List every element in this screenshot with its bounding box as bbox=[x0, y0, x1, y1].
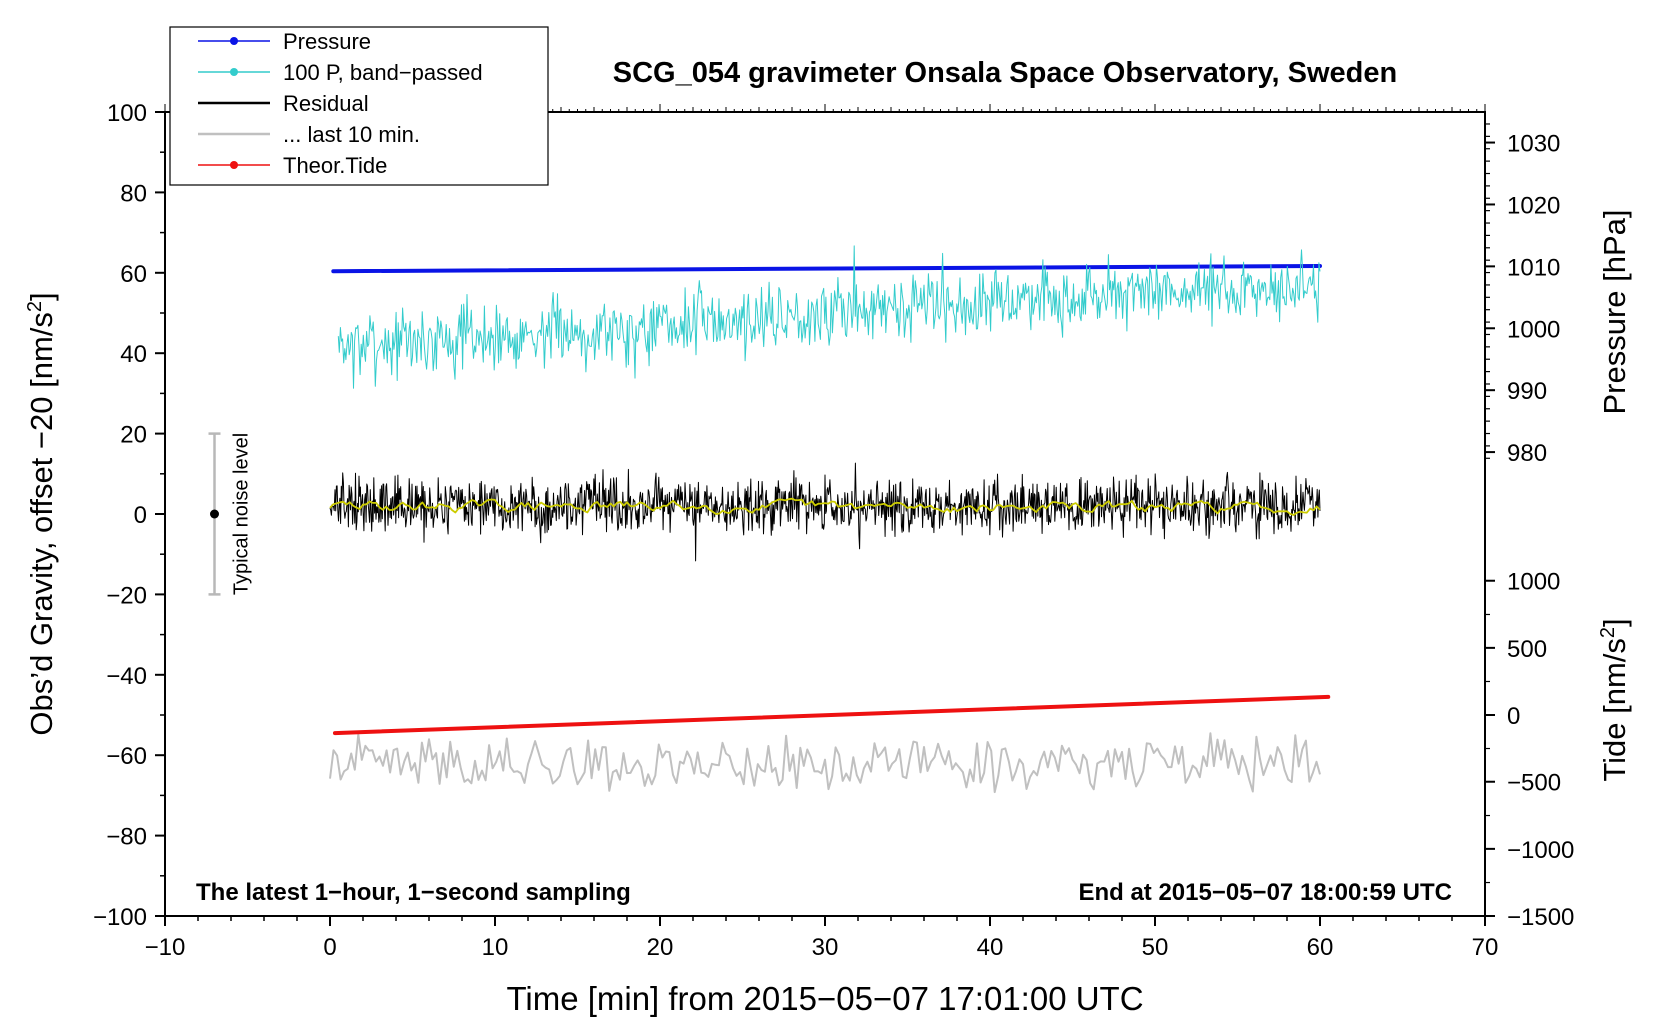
series-residual bbox=[329, 462, 1321, 562]
legend-box bbox=[169, 26, 549, 186]
tide-tick-label: −500 bbox=[1507, 770, 1561, 797]
x-tick-label: 10 bbox=[482, 934, 509, 961]
y-tick-label: −80 bbox=[106, 824, 147, 851]
y-tick-label: 0 bbox=[134, 502, 147, 529]
y-tick-label: −20 bbox=[106, 582, 147, 609]
chart-title: SCG_054 gravimeter Onsala Space Observat… bbox=[613, 57, 1397, 89]
legend: Pressure 100 P, band−passed Residual ... la… bbox=[169, 26, 549, 186]
x-tick-label: 0 bbox=[323, 934, 336, 961]
tide-axis-label: Tide [nm/s2] bbox=[1597, 618, 1632, 781]
legend-marker bbox=[230, 161, 238, 169]
legend-label: 100 P, band−passed bbox=[283, 60, 483, 85]
series-layer: Typical noise level bbox=[208, 245, 1331, 794]
legend-label: ... last 10 min. bbox=[283, 122, 420, 147]
x-axis-label: Time [min] from 2015−05−07 17:01:00 UTC bbox=[506, 980, 1143, 1017]
legend-label: Pressure bbox=[283, 29, 371, 54]
y-tick-label: 20 bbox=[120, 422, 147, 449]
series-100-p-band-passed bbox=[337, 245, 1321, 389]
series-residual-smoothed bbox=[329, 497, 1321, 516]
pressure-tick-label: 1030 bbox=[1507, 131, 1560, 158]
tide-tick-label: 0 bbox=[1507, 703, 1520, 730]
annotation-sampling: The latest 1−hour, 1−second sampling bbox=[196, 879, 631, 906]
x-tick-label: 70 bbox=[1472, 934, 1499, 961]
y-tick-label: −100 bbox=[93, 904, 147, 931]
tide-tick-label: 1000 bbox=[1507, 569, 1560, 596]
y-tick-label: 100 bbox=[107, 100, 147, 127]
noise-bar-dot bbox=[210, 509, 219, 519]
legend-label: Theor.Tide bbox=[283, 153, 387, 178]
x-tick-label: 50 bbox=[1142, 934, 1169, 961]
pressure-tick-label: 990 bbox=[1507, 378, 1547, 405]
y-tick-label: 80 bbox=[120, 180, 147, 207]
pressure-tick-label: 1010 bbox=[1507, 254, 1560, 281]
annotation-end-time: End at 2015−05−07 18:00:59 UTC bbox=[1078, 879, 1452, 906]
pressure-axis-label: Pressure [hPa] bbox=[1597, 209, 1632, 414]
y-tick-label: −60 bbox=[106, 743, 147, 770]
ticks-layer: −10 0 10 20 30 40 50 60 70100806040200−20−40−60−… bbox=[93, 100, 1574, 961]
tide-tick-label: −1500 bbox=[1507, 904, 1574, 931]
legend-label: Residual bbox=[283, 91, 369, 116]
legend-marker bbox=[230, 37, 238, 45]
y-tick-label: −40 bbox=[106, 663, 147, 690]
pressure-tick-label: 1000 bbox=[1507, 316, 1560, 343]
x-tick-label: 30 bbox=[812, 934, 839, 961]
pressure-tick-label: 1020 bbox=[1507, 192, 1560, 219]
x-tick-label: 60 bbox=[1307, 934, 1334, 961]
series--last-10-min- bbox=[329, 732, 1321, 794]
pressure-tick-label: 980 bbox=[1507, 440, 1547, 467]
series-theor-tide bbox=[332, 694, 1331, 736]
series-pressure bbox=[331, 263, 1322, 274]
tide-tick-label: 500 bbox=[1507, 636, 1547, 663]
x-tick-label: 20 bbox=[647, 934, 674, 961]
y-tick-label: 60 bbox=[120, 261, 147, 288]
x-tick-label: −10 bbox=[145, 934, 186, 961]
y-axis-label: Obs’d Gravity, offset −20 [nm/s2] bbox=[24, 292, 59, 735]
x-tick-label: 40 bbox=[977, 934, 1004, 961]
noise-bar-label: Typical noise level bbox=[231, 433, 253, 595]
y-tick-label: 40 bbox=[120, 341, 147, 368]
legend-marker bbox=[230, 68, 238, 76]
tide-tick-label: −1000 bbox=[1507, 837, 1574, 864]
